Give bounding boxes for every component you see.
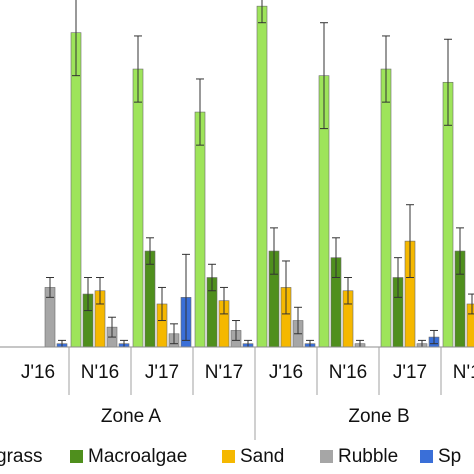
error-bar-seagrass-3 <box>196 78 204 146</box>
error-bar-sand-7 <box>468 293 474 315</box>
bar-macroalgae-2 <box>144 250 156 348</box>
bars-layer <box>44 0 474 348</box>
legend-swatch <box>70 450 83 463</box>
legend: grass Macroalgae Sand Rubble Sp <box>0 446 461 467</box>
legend-item-macroalgae: Macroalgae <box>70 446 187 467</box>
error-bar-seagrass-6 <box>382 35 390 103</box>
legend-label: Sp <box>438 446 461 467</box>
error-bar-macroalgae-3 <box>208 263 216 292</box>
bar-sand-7 <box>466 303 474 348</box>
period-label: J'17 <box>393 362 427 383</box>
bar-seagrass-4 <box>256 5 268 348</box>
bar-seagrass-1 <box>70 32 82 348</box>
bar-seagrass-3 <box>194 111 206 348</box>
error-bar-sand-1 <box>96 277 104 305</box>
error-bar-macroalgae-1 <box>84 277 92 312</box>
error-bar-rubble-4 <box>294 306 302 335</box>
error-bar-rubble-1 <box>108 316 116 338</box>
error-bar-seagrass-7 <box>444 38 452 126</box>
legend-label: Macroalgae <box>88 446 187 467</box>
period-label: N'16 <box>329 362 367 383</box>
error-bar-sand-6 <box>406 204 414 279</box>
zone-label: Zone A <box>101 406 162 427</box>
legend-item-sponges: Sp <box>420 446 461 467</box>
error-bar-sponges-6 <box>430 329 438 345</box>
legend-item-rubble: Rubble <box>320 446 398 467</box>
x-axis: J'16N'16J'17N'17J'16N'16J'17N'17J'16N'16… <box>0 346 474 440</box>
error-bar-seagrass-1 <box>72 0 80 77</box>
error-bar-sand-3 <box>220 286 228 315</box>
period-label: N'16 <box>81 362 119 383</box>
legend-item-sand: Sand <box>222 446 284 467</box>
period-label: N'17 <box>453 362 474 383</box>
legend-item-seagrass: grass <box>0 446 42 467</box>
error-bar-macroalgae-2 <box>146 237 154 265</box>
error-bar-rubble-3 <box>232 320 240 341</box>
error-bar-seagrass-4 <box>258 0 266 24</box>
error-bar-seagrass-5 <box>320 22 328 130</box>
error-bar-macroalgae-4 <box>270 227 278 275</box>
error-bar-sand-2 <box>158 286 166 322</box>
bar-seagrass-2 <box>132 68 144 348</box>
legend-swatch <box>420 450 433 463</box>
error-bar-macroalgae-6 <box>394 257 402 298</box>
error-bar-macroalgae-7 <box>456 227 464 275</box>
period-label: J'17 <box>145 362 179 383</box>
error-bar-sand-4 <box>282 260 290 315</box>
legend-swatch <box>222 450 235 463</box>
legend-label: grass <box>0 446 42 467</box>
zone-label: Zone B <box>348 406 409 427</box>
period-label: J'16 <box>269 362 303 383</box>
bar-seagrass-6 <box>380 68 392 348</box>
error-bar-macroalgae-5 <box>332 237 340 279</box>
period-label: J'16 <box>21 362 55 383</box>
period-label: N'17 <box>205 362 243 383</box>
error-bar-sand-5 <box>344 277 352 305</box>
error-bar-rubble-2 <box>170 323 178 345</box>
error-bar-rubble-0 <box>46 277 54 298</box>
error-bar-sponges-2 <box>182 253 190 341</box>
error-bar-seagrass-2 <box>134 35 142 103</box>
legend-label: Rubble <box>338 446 398 467</box>
legend-label: Sand <box>240 446 284 467</box>
legend-swatch <box>320 450 333 463</box>
